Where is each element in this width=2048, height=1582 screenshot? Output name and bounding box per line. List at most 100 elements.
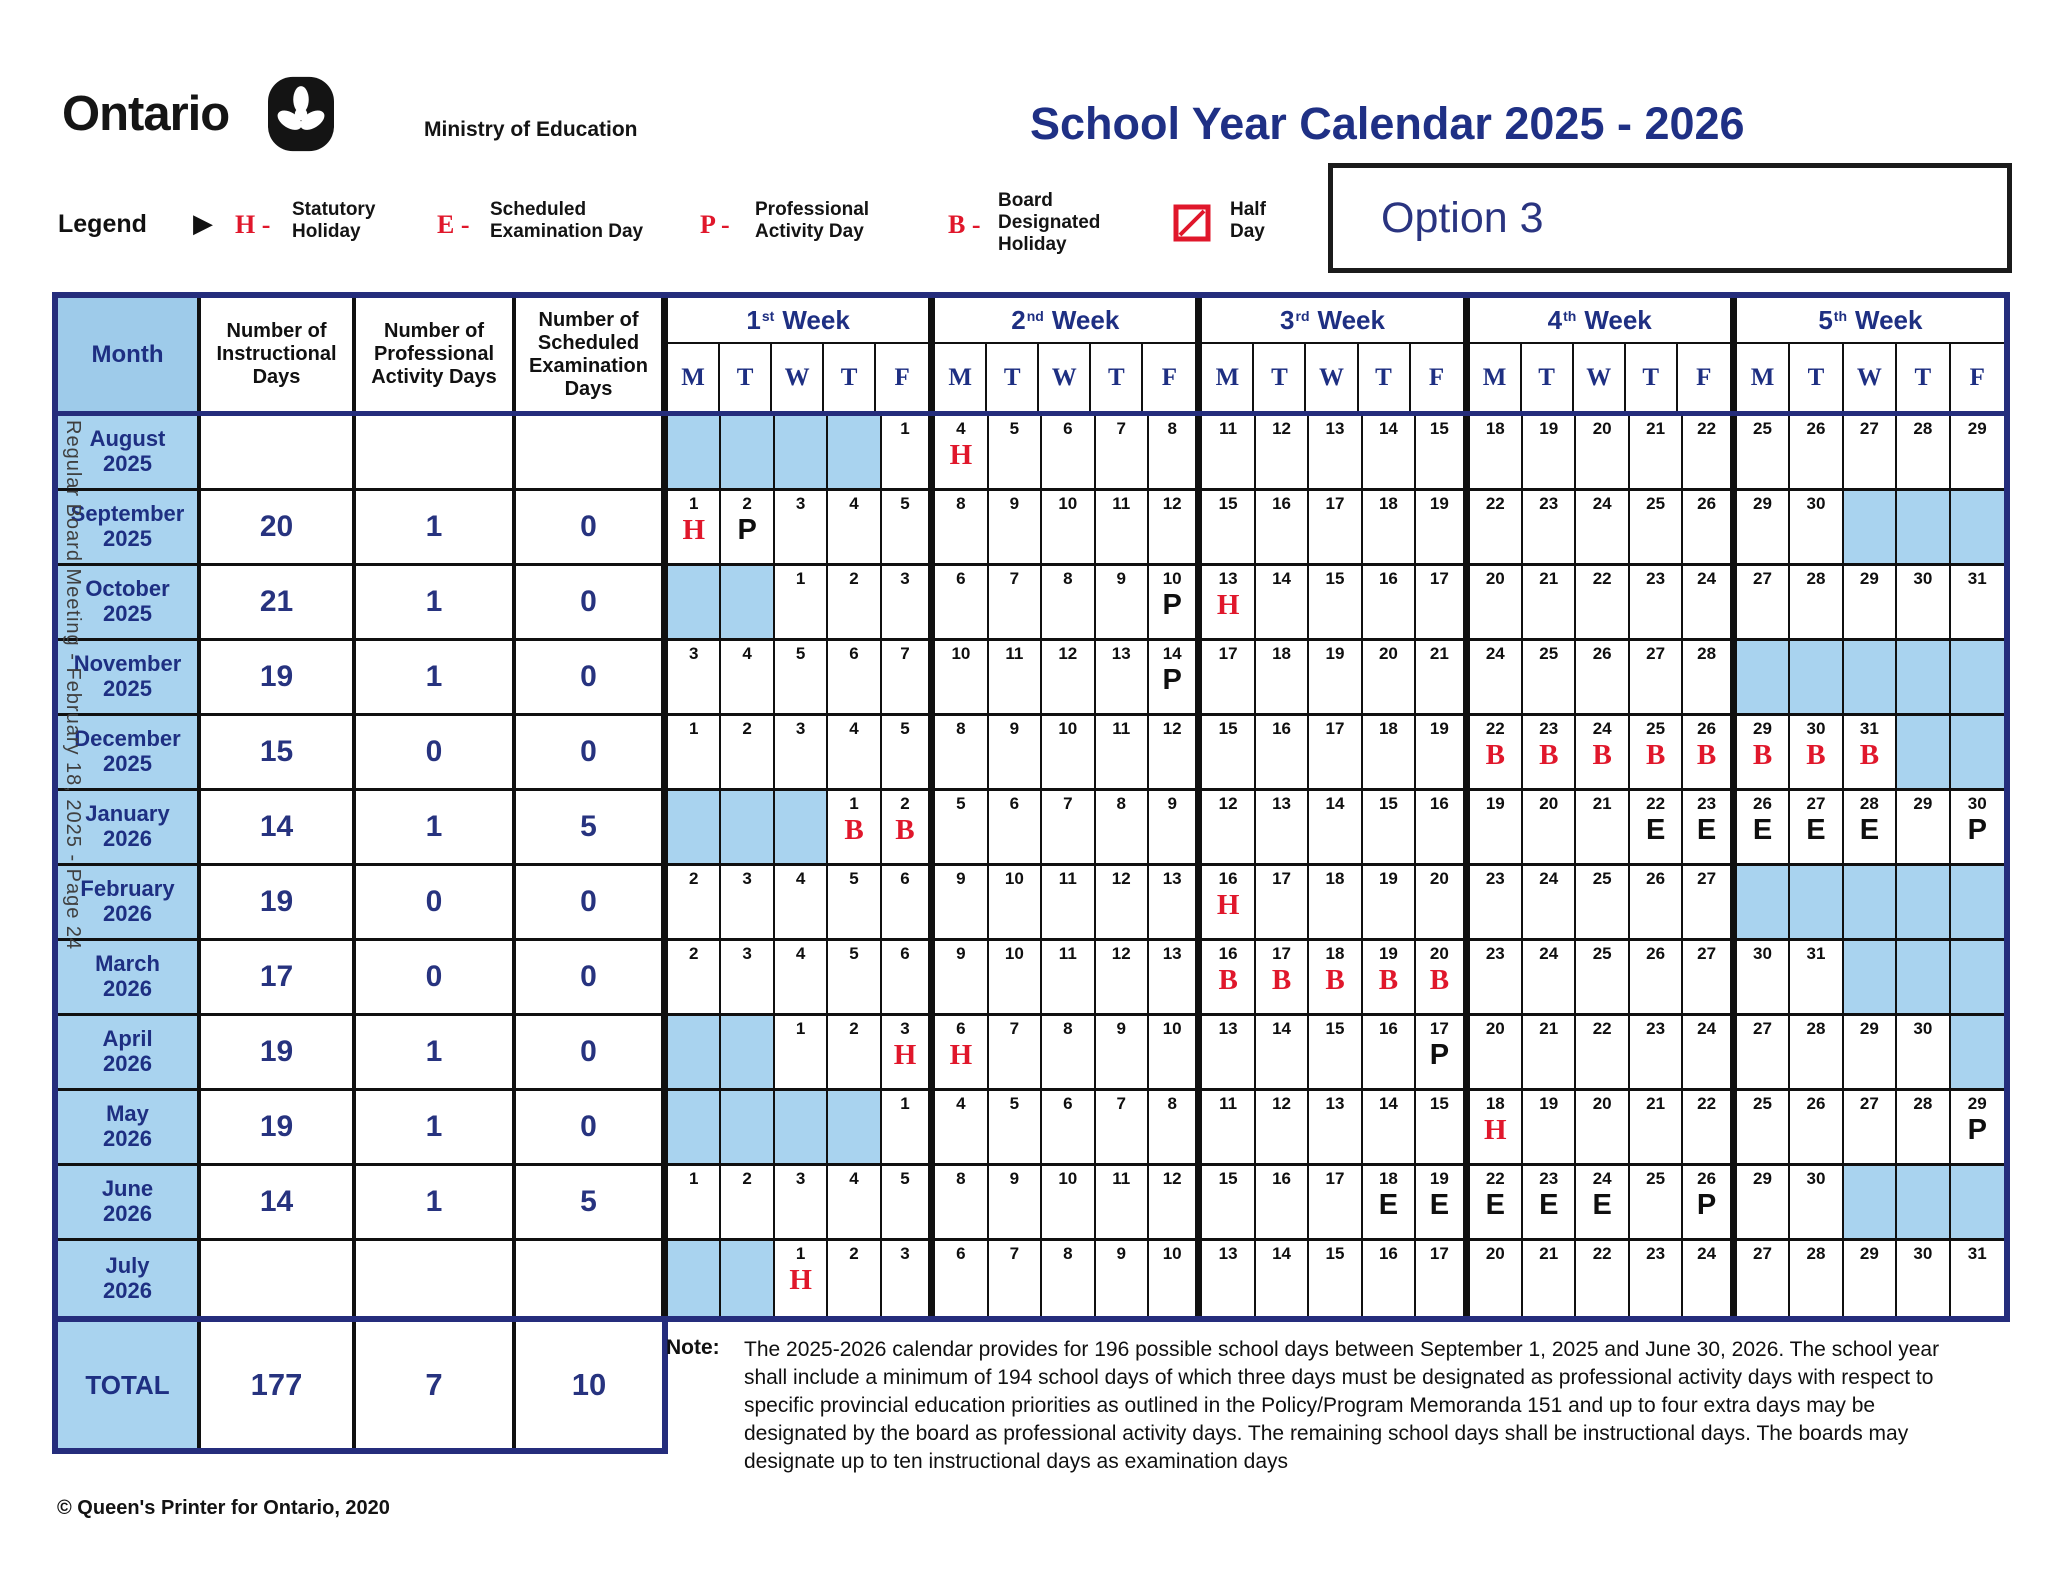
day-number: 2 — [742, 1169, 752, 1188]
day-cell: 16 — [1255, 1166, 1310, 1241]
day-marker: P — [1429, 1039, 1450, 1071]
day-number: 23 — [1646, 569, 1666, 588]
examination-days-count: 0 — [516, 1091, 668, 1166]
col-header-instructional-days: Number of Instructional Days — [201, 298, 356, 411]
day-number: 2 — [742, 719, 752, 738]
day-cell: 2 — [828, 1241, 882, 1316]
day-cell: 27 — [1683, 866, 1737, 941]
day-number: 23 — [1646, 1019, 1666, 1038]
day-number: 2 — [688, 869, 699, 888]
day-cell: 6 — [1042, 1091, 1096, 1166]
day-number: 8 — [1063, 569, 1073, 588]
day-marker: E — [1592, 1189, 1612, 1221]
day-cell: 21 — [1523, 1241, 1577, 1316]
examination-days-count — [516, 1241, 668, 1316]
day-cell: 31 — [1950, 566, 2004, 641]
day-number: 29 — [1753, 1169, 1772, 1188]
day-cell — [1790, 641, 1844, 716]
day-cell — [774, 1091, 829, 1166]
day-cell: 7 — [988, 566, 1043, 641]
day-cell: 20 B — [1416, 941, 1470, 1016]
day-cell: 19 — [1362, 866, 1417, 941]
day-number: 28 — [1806, 1019, 1826, 1038]
day-cell — [1897, 716, 1951, 791]
day-number: 2 — [849, 1019, 859, 1038]
day-cell: 22 — [1576, 1016, 1630, 1091]
board-holiday-symbol: B - — [948, 210, 981, 239]
note-label: Note: — [666, 1336, 720, 1359]
day-cell: 7 — [988, 1241, 1043, 1316]
day-cell — [774, 791, 829, 866]
instructional-days-count: 19 — [201, 1091, 356, 1166]
day-cell — [668, 416, 722, 491]
day-cell — [721, 566, 775, 641]
day-cell: 18 — [1362, 716, 1417, 791]
ministry-label: Ministry of Education — [424, 118, 638, 141]
day-cell: 23 E — [1523, 1166, 1577, 1241]
day-number: 1 — [900, 419, 910, 438]
day-cell: 15 — [1202, 1166, 1256, 1241]
day-cell: 17 — [1416, 566, 1470, 641]
day-cell: 11 — [1095, 1166, 1149, 1241]
day-cell — [1950, 716, 2004, 791]
day-cell: 15 — [1309, 566, 1363, 641]
day-number: 1 — [688, 494, 699, 513]
day-cell: 31 — [1950, 1241, 2004, 1316]
day-marker: P — [1967, 814, 1987, 846]
day-cell: 27 — [1843, 1091, 1898, 1166]
day-number: 7 — [1009, 569, 1020, 588]
day-number: 22 — [1485, 719, 1505, 738]
month-row-january: January 2026 14 1 5 1 B 2 B 5 6 7 8 9 12 13 14 15 16 19 20 21… — [58, 791, 2004, 866]
day-number: 13 — [1218, 569, 1238, 588]
day-number: 17 — [1325, 494, 1345, 513]
day-cell: 31 — [1790, 941, 1844, 1016]
day-letter: F — [1428, 363, 1445, 391]
examination-day-label: Scheduled Examination Day — [490, 199, 644, 243]
day-number: 13 — [1111, 644, 1131, 663]
day-number: 2 — [742, 494, 752, 513]
day-cell — [1897, 1166, 1951, 1241]
day-number: 18 — [1485, 419, 1505, 438]
day-letter: T — [720, 344, 773, 411]
day-number: 23 — [1485, 869, 1505, 888]
option-label: Option 3 — [1381, 193, 1544, 242]
day-cell: 5 — [828, 866, 882, 941]
day-number: 5 — [900, 1169, 910, 1188]
day-number: 14 — [1378, 419, 1398, 438]
day-number: 12 — [1162, 1169, 1182, 1188]
day-cell: 26 B — [1683, 716, 1737, 791]
day-cell: 16 H — [1202, 866, 1256, 941]
statutory-holiday-symbol: H - — [235, 210, 271, 239]
day-cell: 15 — [1309, 1016, 1363, 1091]
day-cell — [1843, 866, 1898, 941]
day-letter: F — [1969, 363, 1985, 391]
day-marker: B — [1696, 739, 1717, 771]
day-number: 9 — [1009, 494, 1020, 513]
day-number: 3 — [900, 1244, 910, 1263]
month-row-september: September 2025 20 1 0 1 H 2 P 3 4 5 8 9 10 11 12 15 16 17 18… — [58, 491, 2004, 566]
day-cell: 19 — [1416, 491, 1470, 566]
day-cell: 7 — [1095, 1091, 1149, 1166]
day-cell: 20 — [1469, 1016, 1524, 1091]
day-cell: 28 — [1790, 566, 1844, 641]
day-number: 25 — [1646, 1169, 1666, 1188]
day-number: 5 — [900, 719, 910, 738]
day-marker: E — [1645, 814, 1666, 846]
day-number: 11 — [1219, 419, 1238, 438]
month-cell: August 2025 — [58, 416, 201, 491]
day-number: 9 — [956, 944, 966, 963]
day-cell: 3 — [881, 1241, 936, 1316]
day-number: 30 — [1806, 1169, 1826, 1188]
day-cell: 26 — [1576, 641, 1630, 716]
day-cell: 31 B — [1843, 716, 1898, 791]
day-cell — [1950, 866, 2004, 941]
day-number: 27 — [1697, 869, 1717, 888]
day-cell: 17 — [1309, 1166, 1363, 1241]
day-number: 6 — [1063, 1094, 1073, 1113]
day-cell: 10 P — [1148, 566, 1203, 641]
examination-days-count: 0 — [516, 566, 668, 641]
day-cell — [1950, 1166, 2004, 1241]
